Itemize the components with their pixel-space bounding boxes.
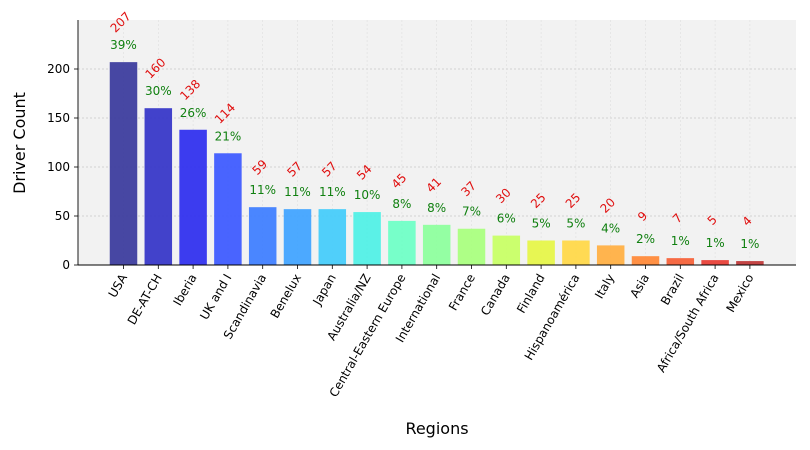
bar	[596, 245, 625, 265]
x-tick-label: Finland	[514, 272, 548, 316]
percent-label: 1%	[671, 234, 690, 248]
percent-label: 8%	[392, 197, 411, 211]
x-tick-label: Benelux	[268, 272, 304, 321]
percent-label: 26%	[180, 106, 207, 120]
percent-label: 5%	[566, 217, 585, 231]
x-tick-label: France	[446, 272, 478, 314]
bar	[631, 256, 660, 265]
percent-label: 10%	[354, 188, 381, 202]
bar	[109, 62, 138, 265]
y-tick-label: 200	[47, 62, 70, 76]
bar	[144, 108, 173, 265]
x-tick-label: Mexico	[723, 272, 756, 315]
bar	[248, 207, 277, 265]
x-tick-label: Japan	[310, 272, 339, 309]
x-axis-title: Regions	[405, 419, 468, 438]
bar	[283, 209, 312, 265]
percent-label: 1%	[740, 237, 759, 251]
percent-label: 11%	[249, 183, 276, 197]
bar	[318, 209, 347, 265]
y-tick-label: 50	[55, 209, 70, 223]
percent-label: 11%	[284, 185, 311, 199]
percent-label: 5%	[532, 217, 551, 231]
percent-label: 1%	[706, 236, 725, 250]
percent-label: 2%	[636, 232, 655, 246]
y-tick-labels: 0 50 100 150 200	[47, 62, 70, 272]
bar	[527, 240, 555, 265]
bar	[179, 129, 207, 265]
percent-label: 21%	[215, 129, 242, 143]
percent-label: 8%	[427, 201, 446, 215]
percent-labels: 39% 30% 26% 21% 11% 11% 11% 10% 8% 8% 7% 6% 5% 5% 4% 2%…	[110, 38, 759, 251]
percent-label: 7%	[462, 205, 481, 219]
x-tick-label: Iberia	[170, 272, 199, 309]
y-tick-label: 150	[47, 111, 70, 125]
bar	[388, 220, 416, 265]
x-tick-label: Brazil	[658, 272, 687, 308]
y-axis-title: Driver Count	[10, 92, 29, 194]
x-tick-label: Africa/South Africa	[654, 272, 722, 375]
x-tick-label: Asia	[627, 272, 652, 301]
x-tick-label: USA	[106, 271, 131, 300]
bar	[457, 228, 486, 265]
x-tick-label: Canada	[478, 272, 513, 319]
percent-label: 39%	[110, 38, 137, 52]
bar	[214, 153, 242, 265]
bar	[666, 258, 695, 265]
percent-label: 30%	[145, 84, 172, 98]
axes	[74, 20, 796, 269]
bar	[353, 212, 381, 265]
bar	[701, 260, 729, 265]
bar	[422, 224, 451, 265]
x-tick-label: DE-AT-CH	[125, 272, 165, 328]
y-tick-label: 0	[62, 258, 70, 272]
percent-label: 4%	[601, 221, 620, 235]
y-tick-label: 100	[47, 160, 70, 174]
x-tick-label: UK and I	[197, 272, 234, 323]
x-tick-label: Italy	[592, 272, 617, 302]
bar	[562, 240, 590, 265]
bar	[736, 261, 764, 265]
bars	[109, 62, 764, 265]
bar	[492, 235, 521, 265]
percent-label: 11%	[319, 185, 346, 199]
percent-label: 6%	[497, 212, 516, 226]
